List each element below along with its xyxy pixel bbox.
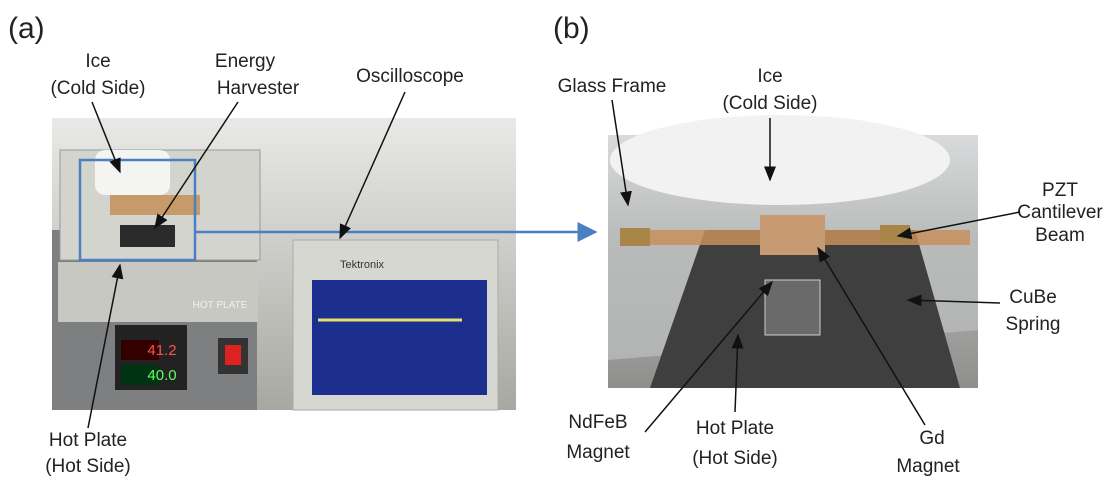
annotation: Harvester [217, 78, 300, 99]
annotation: Cantilever [1017, 202, 1103, 223]
annotation: Magnet [566, 442, 630, 463]
photo-a: 41.2 40.0 HOT PLATE Tektronix [52, 118, 516, 410]
annotation: (Hot Side) [692, 448, 778, 469]
annotation: Gd [919, 428, 944, 449]
annotation: (Cold Side) [722, 93, 817, 114]
annotation: Magnet [896, 456, 960, 477]
annotation: Energy [215, 51, 276, 72]
annotation: PZT [1042, 180, 1078, 201]
panel-label: (a) [8, 12, 45, 45]
annotation: Hot Plate [696, 418, 774, 439]
photo-b [608, 115, 978, 388]
page: 41.2 40.0 HOT PLATE Tektronix (a) (b) Ic… [0, 0, 1119, 481]
annotation: Ice [757, 66, 782, 87]
photo-text: 40.0 [147, 367, 176, 384]
annotation: NdFeB [568, 412, 627, 433]
annotation: Oscilloscope [356, 66, 464, 87]
photo-text: 41.2 [147, 342, 176, 359]
photo-text: HOT PLATE [193, 300, 248, 311]
annotation: Spring [1006, 314, 1061, 335]
photo-text: Tektronix [340, 259, 385, 271]
panel-label: (b) [553, 12, 590, 45]
annotation: (Hot Side) [45, 456, 131, 477]
annotation: Glass Frame [558, 76, 667, 97]
annotation: Hot Plate [49, 430, 127, 451]
figure: 41.2 40.0 HOT PLATE Tektronix (a) (b) Ic… [0, 0, 1119, 481]
annotation: Beam [1035, 225, 1085, 246]
annotation: (Cold Side) [50, 78, 145, 99]
annotation: CuBe [1009, 287, 1057, 308]
annotation: Ice [85, 51, 110, 72]
